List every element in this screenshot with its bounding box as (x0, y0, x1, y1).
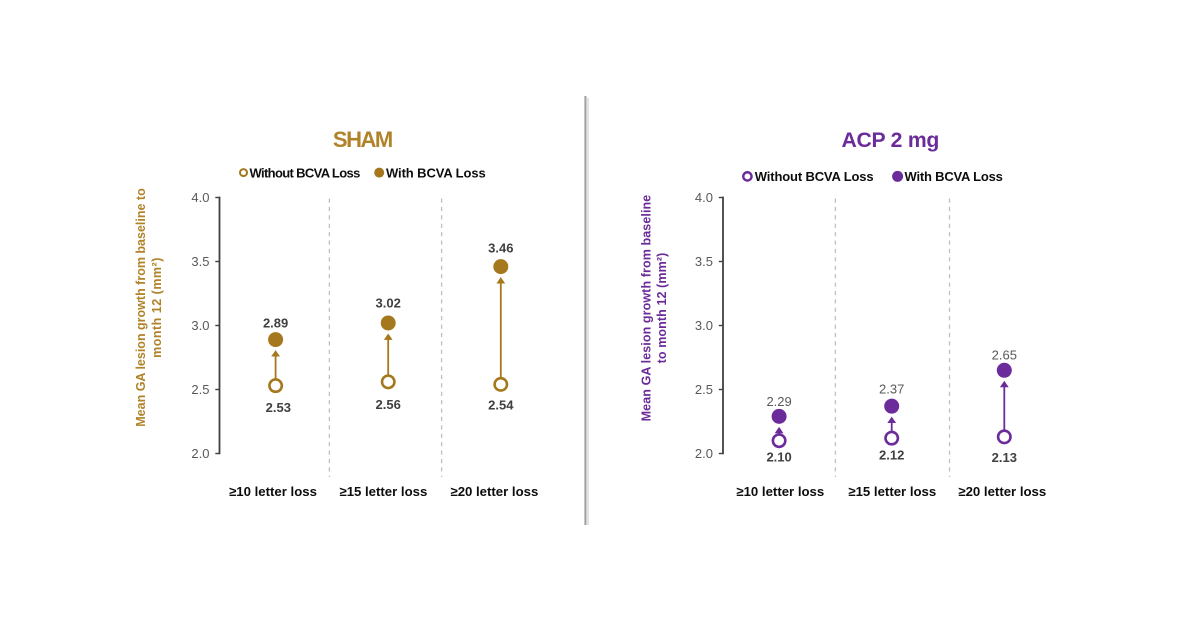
svg-text:2.56: 2.56 (376, 397, 401, 412)
svg-text:2.5: 2.5 (191, 382, 209, 397)
svg-text:3.5: 3.5 (191, 254, 209, 269)
svg-text:SHAM: SHAM (333, 127, 392, 152)
svg-text:2.12: 2.12 (879, 448, 904, 463)
svg-text:2.0: 2.0 (191, 446, 209, 461)
svg-text:With BCVA Loss: With BCVA Loss (905, 169, 1003, 184)
svg-text:Mean GA lesion growth from bas: Mean GA lesion growth from baseline (640, 195, 654, 422)
svg-text:ACP 2 mg: ACP 2 mg (841, 129, 939, 152)
svg-text:≥20 letter loss: ≥20 letter loss (450, 484, 538, 499)
svg-text:≥15 letter loss: ≥15 letter loss (848, 484, 936, 499)
svg-text:2.54: 2.54 (488, 397, 514, 412)
svg-text:With BCVA Loss: With BCVA Loss (386, 165, 486, 180)
svg-text:Without BCVA Loss: Without BCVA Loss (755, 169, 874, 184)
svg-text:≥15 letter loss: ≥15 letter loss (339, 484, 427, 499)
svg-text:Mean GA lesion growth from bas: Mean GA lesion growth from baseline to (134, 188, 148, 427)
svg-text:3.5: 3.5 (695, 254, 713, 269)
svg-text:2.29: 2.29 (766, 394, 791, 409)
svg-text:3.0: 3.0 (191, 318, 209, 333)
svg-text:4.0: 4.0 (695, 190, 713, 205)
svg-text:4.0: 4.0 (191, 190, 209, 205)
svg-text:≥10 letter loss: ≥10 letter loss (736, 484, 824, 499)
svg-text:2.53: 2.53 (266, 400, 291, 415)
svg-text:2.65: 2.65 (992, 347, 1017, 362)
svg-text:3.02: 3.02 (376, 295, 401, 310)
svg-text:Without BCVA Loss: Without BCVA Loss (250, 165, 361, 180)
svg-text:2.0: 2.0 (695, 446, 713, 461)
svg-text:2.5: 2.5 (695, 382, 713, 397)
svg-text:month 12 (mm²): month 12 (mm²) (150, 257, 164, 358)
svg-text:≥10 letter loss: ≥10 letter loss (229, 484, 317, 499)
svg-text:2.89: 2.89 (263, 316, 288, 331)
svg-text:2.37: 2.37 (879, 382, 904, 397)
svg-text:3.46: 3.46 (488, 240, 513, 255)
svg-text:≥20 letter loss: ≥20 letter loss (958, 484, 1046, 499)
svg-text:2.10: 2.10 (766, 449, 791, 464)
svg-text:3.0: 3.0 (695, 318, 713, 333)
svg-text:2.13: 2.13 (992, 450, 1017, 465)
svg-text:to month 12 (mm²): to month 12 (mm²) (655, 253, 669, 364)
